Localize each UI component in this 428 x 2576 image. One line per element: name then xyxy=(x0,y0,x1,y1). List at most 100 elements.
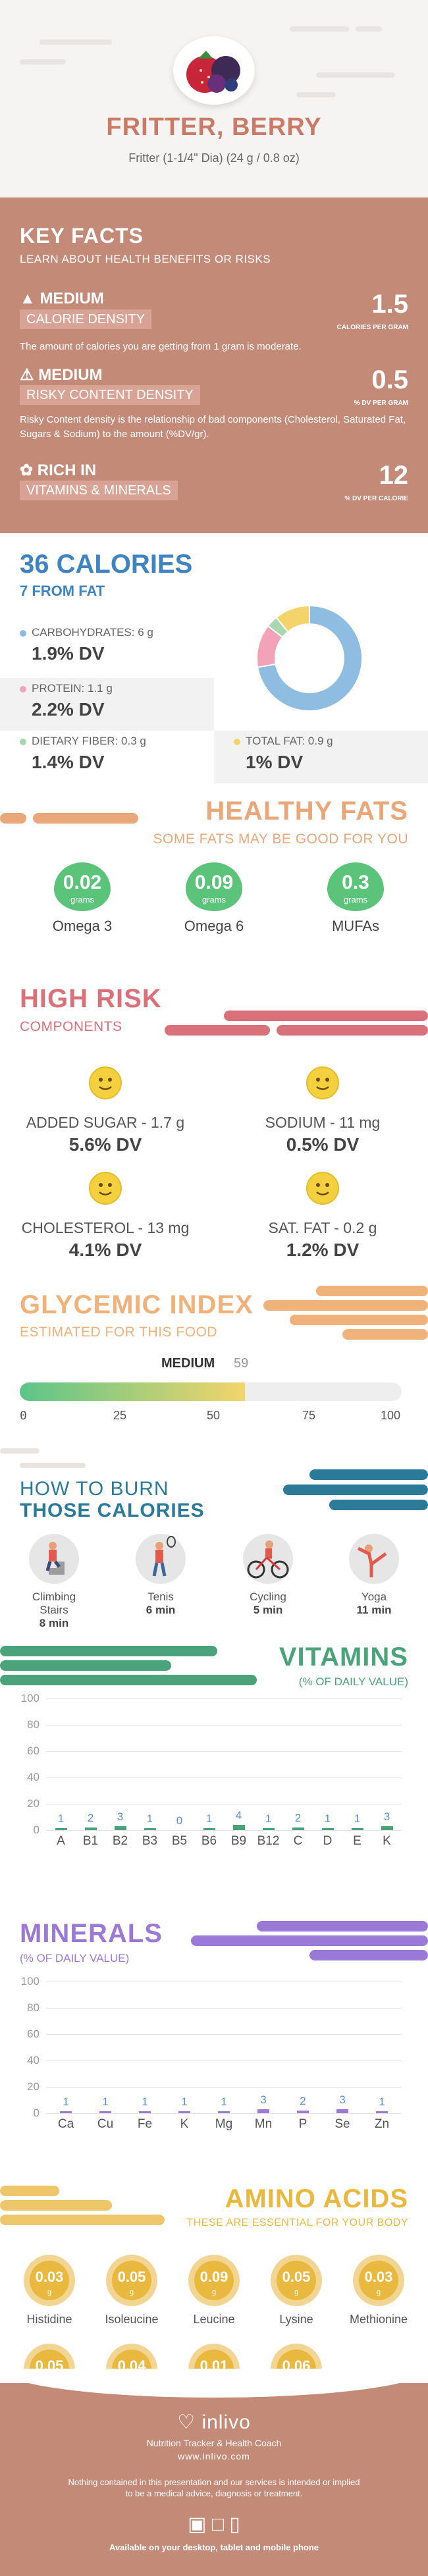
fact-value: 12 xyxy=(379,461,409,490)
decor-bar xyxy=(263,1300,428,1311)
activity-climbing-stairs: Climbing Stairs 8 min xyxy=(20,1534,88,1630)
key-facts-subtitle: LEARN ABOUT HEALTH BENEFITS OR RISKS xyxy=(20,253,271,265)
fact-value: 1.5 xyxy=(371,290,408,319)
brand-name: inlivo xyxy=(201,2411,251,2433)
risk-cholesterol: CHOLESTEROL - 13 mg 4.1% DV xyxy=(20,1172,191,1261)
fact-calorie-density: ▲ MEDIUM CALORIE DENSITY 1.5 CALORIES PE… xyxy=(20,290,408,362)
bar xyxy=(381,1826,393,1830)
decor-bar xyxy=(0,2200,112,2211)
bar xyxy=(232,1825,245,1830)
fact-vitamins-minerals: ✿ RICH IN VITAMINS & MINERALS 12 % DV PE… xyxy=(20,461,408,513)
amino-name: Histidine xyxy=(26,2313,72,2326)
amino-name: Lysine xyxy=(279,2313,313,2326)
y-tick-label: 40 xyxy=(27,2054,40,2066)
decor-bar xyxy=(309,1469,428,1480)
amino-acid-item: 0.03 g Histidine xyxy=(10,2255,89,2326)
risk-sodium: SODIUM - 11 mg 0.5% DV xyxy=(237,1066,408,1155)
x-tick-label: Se xyxy=(334,2117,350,2131)
bar-value-label: 1 xyxy=(63,2095,69,2108)
bar xyxy=(351,1828,363,1830)
nutrient-dv: 1.9% DV xyxy=(32,643,105,664)
decor-bar xyxy=(309,1950,428,1960)
bar-value-label: 1 xyxy=(102,2095,109,2108)
nutrient-protein: PROTEIN: 1.1 g 2.2% DV xyxy=(0,678,214,731)
x-tick-label: K xyxy=(180,2117,189,2131)
y-tick-label: 100 xyxy=(20,1975,40,1987)
warning-icon: ⚠ xyxy=(20,366,34,384)
x-tick-label: Fe xyxy=(137,2117,153,2131)
serving-size: Fritter (1-1/4" Dia) (24 g / 0.8 oz) xyxy=(128,151,300,165)
fat-bubble: 0.09 grams xyxy=(186,862,242,911)
leaf-icon: ✿ xyxy=(20,461,34,479)
amino-acid-item: 0.05 g Lysine xyxy=(257,2255,336,2326)
nutrient-label: PROTEIN: 1.1 g xyxy=(32,682,113,695)
fact-unit: CALORIES PER GRAM xyxy=(336,324,408,331)
gridline xyxy=(46,1830,402,1831)
bar-value-label: 1 xyxy=(57,1812,65,1825)
availability-text: Available on your desktop, tablet and mo… xyxy=(109,2542,319,2552)
decor-bar xyxy=(0,813,26,824)
amino-acid-item: 0.09 g Leucine xyxy=(174,2255,254,2326)
amino-unit: g xyxy=(47,2288,52,2296)
fact-label: RISKY CONTENT DENSITY xyxy=(20,385,200,405)
activity-time: 5 min xyxy=(253,1604,283,1616)
bar-value-label: 3 xyxy=(383,1810,390,1823)
y-tick-label: 80 xyxy=(27,2001,40,2014)
x-tick-label: B9 xyxy=(230,1834,247,1848)
risk-dv: 5.6% DV xyxy=(68,1134,142,1155)
decor-bar xyxy=(33,813,138,824)
activity-tennis: Tenis 6 min xyxy=(126,1534,195,1617)
fact-level: MEDIUM xyxy=(38,366,103,384)
decor-bar xyxy=(0,2215,165,2225)
decor-dash xyxy=(40,39,112,45)
nutrient-dv: 2.2% DV xyxy=(32,699,105,720)
x-tick-label: D xyxy=(323,1834,333,1848)
fat-bubble: 0.3 grams xyxy=(327,862,384,911)
x-tick-label: Mg xyxy=(215,2117,233,2131)
bar xyxy=(257,2109,269,2113)
bar-value-label: 0 xyxy=(176,1814,183,1827)
decor-bar xyxy=(283,1485,428,1495)
bar xyxy=(60,2111,72,2113)
fat-value: 0.02 xyxy=(63,872,102,893)
devices-icon: ▣ □ ▯ xyxy=(188,2513,240,2535)
yoga-icon xyxy=(349,1534,399,1584)
bar-value-label: 3 xyxy=(260,2093,267,2106)
risk-label: CHOLESTEROL - 13 mg xyxy=(21,1219,190,1236)
decor-dash xyxy=(290,26,349,32)
disclaimer-line1: Nothing contained in this presentation a… xyxy=(68,2477,360,2487)
calories-from-fat: 7 FROM FAT xyxy=(20,583,105,599)
nutrient-dv: 1.4% DV xyxy=(32,752,105,772)
decor-bar xyxy=(257,1921,428,1932)
gridline xyxy=(46,2113,402,2114)
y-tick-label: 100 xyxy=(20,1692,40,1704)
glycemic-value: 59 xyxy=(234,1356,249,1371)
gauge-tick: 50 xyxy=(207,1409,221,1422)
decor-bar xyxy=(0,1646,217,1656)
gridline xyxy=(46,1751,402,1752)
bar xyxy=(292,1827,304,1830)
amino-value: 0.05 xyxy=(282,2269,311,2285)
bar-value-label: 1 xyxy=(379,2095,385,2108)
fat-unit: grams xyxy=(70,895,95,905)
x-tick-label: B1 xyxy=(82,1834,99,1848)
nutrient-total-fat: TOTAL FAT: 0.9 g 1% DV xyxy=(214,731,428,783)
x-tick-label: K xyxy=(383,1834,391,1848)
x-tick-label: B6 xyxy=(201,1834,217,1848)
gridline xyxy=(46,2008,402,2009)
amino-acid-item: 0.05 g Isoleucine xyxy=(92,2255,171,2326)
bar-value-label: 1 xyxy=(265,1812,272,1825)
bar xyxy=(321,1828,334,1830)
bar xyxy=(178,2111,190,2113)
cycling-icon xyxy=(243,1534,293,1584)
x-tick-label: B12 xyxy=(257,1834,280,1848)
risk-dv: 4.1% DV xyxy=(68,1240,142,1260)
minerals-chart: 0 20 40 60 80 100 1 Ca 1 Cu 1 Fe 1 K 1 Mg 3 Mn 2 P 3 Se 1 Zn xyxy=(0,1975,428,2192)
decor-bar xyxy=(277,1025,428,1036)
decor-bar xyxy=(0,1660,171,1671)
bar xyxy=(114,1826,126,1830)
x-tick-label: Cu xyxy=(97,2117,114,2131)
footer: ♡ inlivo Nutrition Tracker & Health Coac… xyxy=(0,2369,428,2576)
fat-omega-3: 0.02 grams Omega 3 xyxy=(46,862,119,935)
